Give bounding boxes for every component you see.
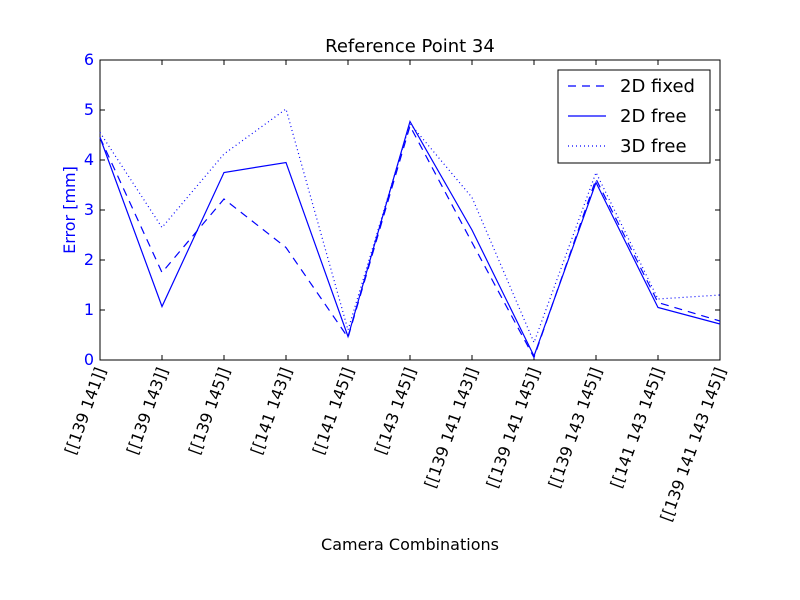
legend: 2D fixed 2D free 3D free <box>557 69 711 164</box>
x-tick-label: [[139 145]] <box>185 365 234 457</box>
series-line-2d-free <box>99 119 721 358</box>
y-tick-label: 1 <box>84 300 94 319</box>
x-tick-label: [[139 143]] <box>123 365 172 457</box>
chart-title: Reference Point 34 <box>325 36 495 57</box>
y-axis: 0 1 2 3 4 5 6 <box>84 50 720 369</box>
x-axis-label: Camera Combinations <box>321 535 499 554</box>
x-tick-label: [[143 145]] <box>371 365 420 457</box>
series-line-2d-fixed <box>99 124 721 359</box>
y-tick-label: 0 <box>84 350 94 369</box>
series-layer <box>99 108 721 359</box>
x-tick-label: [[139 141 143 145]] <box>656 365 729 524</box>
x-tick-label: [[141 143]] <box>247 365 296 457</box>
x-tick-label: [[139 141]] <box>61 365 110 457</box>
y-tick-label: 6 <box>84 50 94 69</box>
y-tick-label: 3 <box>84 200 94 219</box>
y-axis-label: Error [mm] <box>60 166 79 254</box>
x-tick-label: [[141 143 145]] <box>607 365 668 491</box>
x-tick-label: [[139 141 145]] <box>483 365 544 491</box>
x-tick-label: [[141 145]] <box>309 365 358 457</box>
legend-label: 2D free <box>620 106 687 127</box>
legend-label: 2D fixed <box>620 76 695 97</box>
x-tick-label: [[139 143 145]] <box>545 365 606 491</box>
legend-label: 3D free <box>620 136 687 157</box>
y-tick-label: 5 <box>84 100 94 119</box>
y-tick-label: 4 <box>84 150 94 169</box>
x-tick-label: [[139 141 143]] <box>421 365 482 491</box>
y-tick-label: 2 <box>84 250 94 269</box>
